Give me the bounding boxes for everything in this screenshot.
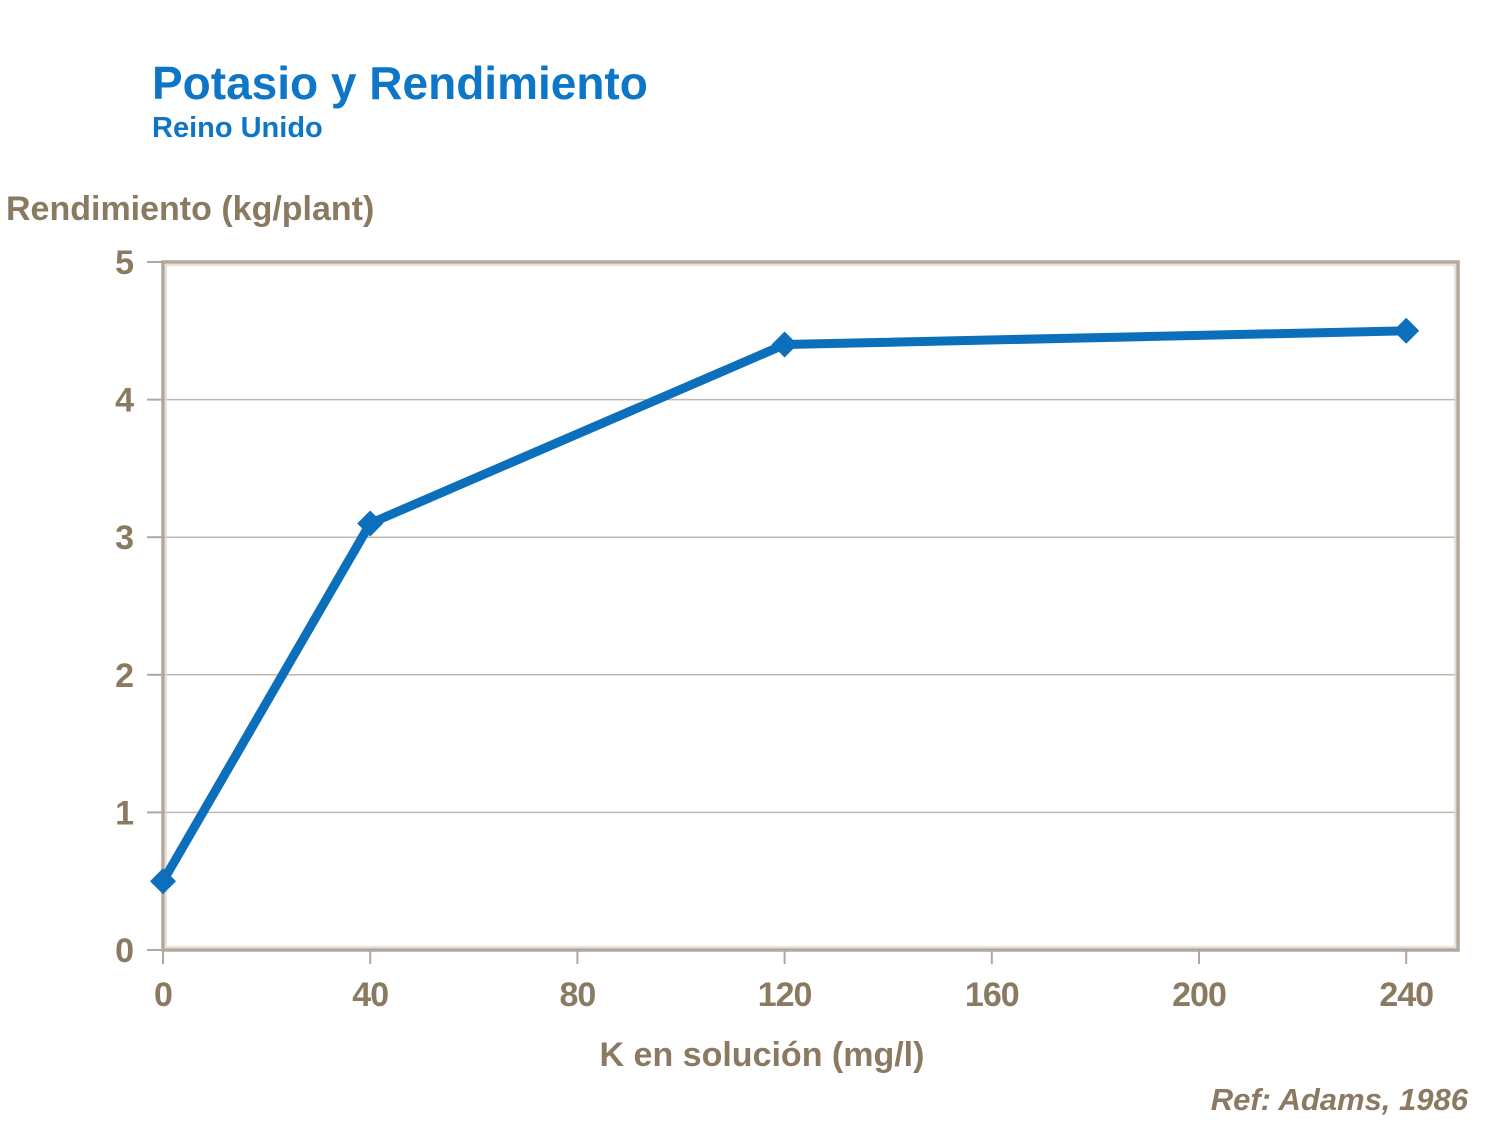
data-point-marker: [150, 868, 176, 895]
data-point-marker: [1393, 317, 1420, 344]
y-tick-label: 5: [115, 244, 133, 282]
x-tick-label: 200: [1172, 976, 1226, 1014]
y-tick-label: 4: [115, 382, 134, 420]
y-tick-label: 0: [115, 932, 133, 970]
chart-title: Potasio y Rendimiento: [152, 57, 648, 109]
y-axis-title: Rendimiento (kg/plant): [6, 190, 375, 228]
plot-border-highlight: [165, 264, 1456, 948]
x-tick-label: 160: [965, 976, 1019, 1014]
x-tick-label: 80: [559, 976, 595, 1014]
x-axis-title: K en solución (mg/l): [599, 1036, 925, 1074]
data-point-marker: [357, 510, 384, 537]
x-tick-label: 240: [1379, 976, 1433, 1014]
data-line: [158, 326, 1411, 886]
x-tick-label: 40: [352, 976, 388, 1014]
plot-border: [161, 260, 1460, 952]
x-tick-label: 120: [758, 976, 812, 1014]
reference-note: Ref: Adams, 1986: [1210, 1082, 1468, 1117]
y-tick-label: 3: [115, 519, 133, 557]
chart-subtitle: Reino Unido: [152, 112, 323, 144]
y-tick-label: 1: [115, 794, 133, 832]
y-tick-label: 2: [115, 657, 133, 695]
x-tick-label: 0: [154, 976, 172, 1014]
data-point-marker: [771, 331, 798, 358]
